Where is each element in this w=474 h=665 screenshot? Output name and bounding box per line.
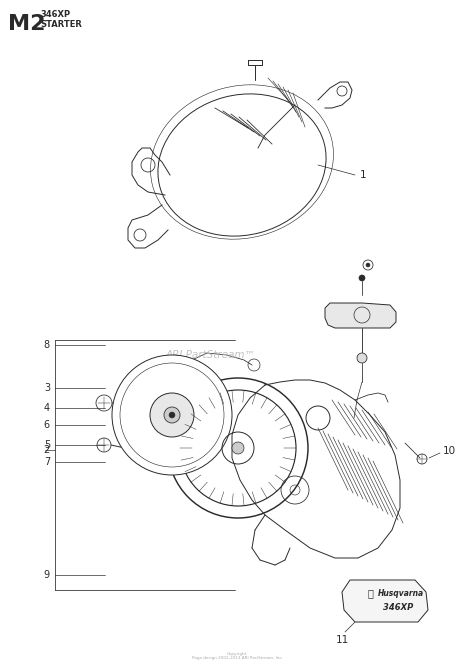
Circle shape xyxy=(232,442,244,454)
Circle shape xyxy=(150,393,194,437)
Text: Husqvarna: Husqvarna xyxy=(378,589,424,597)
Text: 11: 11 xyxy=(336,635,348,645)
Text: 346XP: 346XP xyxy=(40,10,70,19)
Text: 6: 6 xyxy=(44,420,50,430)
Text: 8: 8 xyxy=(44,340,50,350)
Text: ⓗ: ⓗ xyxy=(368,588,374,598)
Text: 5: 5 xyxy=(44,440,50,450)
Text: 9: 9 xyxy=(44,570,50,580)
Text: Page design 2002-2013 ARI PartStream, Inc.: Page design 2002-2013 ARI PartStream, In… xyxy=(191,656,283,660)
Text: Copyright: Copyright xyxy=(227,652,247,656)
Text: 3: 3 xyxy=(44,383,50,393)
Circle shape xyxy=(357,353,367,363)
Circle shape xyxy=(168,378,308,518)
Polygon shape xyxy=(342,580,428,622)
Text: STARTER: STARTER xyxy=(40,20,82,29)
Circle shape xyxy=(359,275,365,281)
Text: 4: 4 xyxy=(44,403,50,413)
Text: M2: M2 xyxy=(8,14,46,34)
Text: 2: 2 xyxy=(44,445,50,455)
Circle shape xyxy=(169,412,175,418)
Text: 7: 7 xyxy=(44,457,50,467)
Polygon shape xyxy=(325,303,396,328)
Circle shape xyxy=(112,355,232,475)
Circle shape xyxy=(366,263,370,267)
Text: 10: 10 xyxy=(443,446,456,456)
Text: 346XP: 346XP xyxy=(383,602,413,612)
Text: ARI PartStream™: ARI PartStream™ xyxy=(165,350,255,360)
Circle shape xyxy=(164,407,180,423)
Text: 1: 1 xyxy=(360,170,366,180)
